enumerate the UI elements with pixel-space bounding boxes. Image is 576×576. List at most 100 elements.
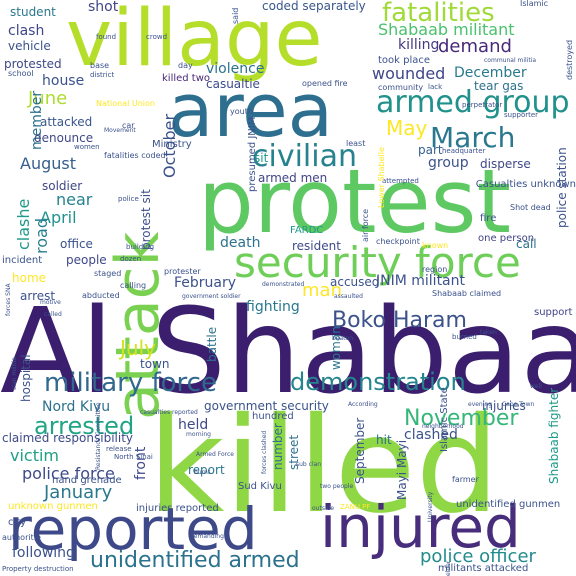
cloud-word: women (74, 143, 100, 151)
cloud-word: burnt (194, 469, 211, 476)
cloud-word: protest sit (139, 189, 153, 250)
cloud-word: demand (438, 36, 512, 57)
cloud-word: school (8, 69, 34, 78)
cloud-word: calling (120, 281, 147, 290)
cloud-word: Ministry (152, 139, 192, 150)
cloud-word: hand grenade (52, 475, 122, 486)
cloud-word: demonstrated (262, 281, 305, 288)
cloud-word: farmer (452, 475, 479, 484)
cloud-word: well (530, 383, 542, 390)
cloud-word: opened fire (302, 79, 348, 88)
cloud-word: supporter (504, 111, 539, 119)
cloud-word: said (231, 7, 240, 24)
cloud-word: found (96, 33, 117, 41)
cloud-word: coded separately (262, 0, 366, 13)
cloud-word: communal militia (484, 57, 537, 64)
cloud-word: March (430, 121, 516, 154)
cloud-word: disperse (480, 157, 531, 171)
cloud-word: armed men (258, 171, 328, 185)
cloud-word: unidentified armed (90, 548, 300, 573)
cloud-word: outside (312, 505, 335, 512)
cloud-word: hospital (19, 354, 33, 402)
cloud-word: government soldier (182, 293, 241, 300)
cloud-word: woman (329, 326, 343, 370)
cloud-word: casualtie (206, 77, 260, 91)
cloud-word: injuries reported (136, 503, 219, 514)
cloud-word: presumed JNIM (247, 116, 258, 192)
cloud-word: death (220, 235, 261, 251)
cloud-word: front (133, 446, 149, 480)
cloud-word: motive (40, 299, 61, 306)
cloud-word: town (140, 357, 170, 371)
cloud-word: one person (478, 233, 535, 244)
cloud-word: Armed Force (196, 451, 234, 458)
cloud-word: youth (230, 107, 253, 116)
cloud-word: forces clashed (261, 430, 268, 474)
cloud-word: Lower Shabelle (377, 147, 386, 208)
cloud-word: fighting (246, 299, 300, 315)
cloud-word: August (20, 154, 76, 173)
cloud-word: Property destruction (2, 565, 74, 573)
cloud-word: protest (198, 150, 511, 253)
cloud-word: government security (204, 399, 329, 413)
cloud-word: military force (44, 368, 217, 398)
cloud-word: support (534, 307, 573, 318)
cloud-word: city (8, 517, 27, 528)
cloud-word: man (302, 280, 342, 301)
cloud-word: February (174, 275, 237, 291)
cloud-word: January (44, 482, 113, 503)
cloud-word: morning (186, 431, 211, 438)
cloud-word: base (90, 61, 110, 70)
cloud-word: ZANU PF (340, 503, 371, 511)
cloud-word: building (126, 243, 155, 251)
cloud-word: two people (320, 483, 354, 490)
cloud-word: abducted (82, 291, 120, 300)
cloud-word: protester (164, 267, 201, 276)
cloud-word: protested (4, 57, 62, 71)
cloud-word: part (418, 143, 443, 157)
cloud-word: lack (428, 83, 443, 91)
cloud-word: JNIM militant (376, 273, 465, 289)
cloud-word: Shot dead (510, 203, 551, 212)
cloud-word: Sud Kivu (238, 481, 282, 492)
cloud-word: arrested (34, 412, 135, 440)
cloud-word: militants attacked (438, 563, 529, 574)
cloud-word: perpetrator (462, 101, 503, 109)
cloud-word: least (346, 139, 366, 148)
cloud-word: June (28, 88, 68, 109)
cloud-word: assaulted (334, 293, 363, 300)
cloud-word: Casualties unknown (475, 179, 576, 190)
cloud-word: National Union (96, 99, 155, 108)
cloud-word: beaten (332, 335, 354, 342)
cloud-word: violence (206, 61, 265, 77)
cloud-word: Movement (104, 127, 136, 134)
cloud-word: burned (452, 333, 477, 341)
cloud-word: wounded (372, 64, 446, 83)
cloud-word: demonstration (290, 368, 466, 396)
cloud-word: incident (2, 255, 43, 266)
cloud-word: University (427, 491, 434, 522)
cloud-word: hundred (252, 411, 294, 422)
cloud-word: clash (8, 23, 45, 39)
cloud-word: district (90, 71, 115, 79)
cloud-word: air force (361, 208, 370, 242)
cloud-word: injuries (482, 399, 526, 413)
cloud-word: police officer (420, 546, 536, 567)
cloud-word: report (188, 463, 225, 477)
cloud-word: killed (148, 389, 500, 543)
cloud-word: civilian (252, 139, 357, 174)
cloud-word: unidentified gunmen (456, 499, 561, 510)
cloud-word: day (178, 61, 193, 70)
cloud-word: office (60, 237, 93, 251)
cloud-word: car (122, 121, 135, 130)
cloud-word: unknown gunmen (8, 501, 98, 512)
cloud-word: shot (88, 0, 119, 15)
cloud-word: Cape Town (502, 401, 535, 408)
cloud-word: victim (10, 446, 60, 465)
cloud-word: staged (94, 269, 122, 278)
cloud-word: checkpoint (376, 237, 420, 246)
cloud-word: April (40, 208, 77, 227)
cloud-word: attacked (40, 115, 93, 129)
cloud-word: destroyed (565, 39, 574, 80)
cloud-word: police force (22, 464, 115, 483)
